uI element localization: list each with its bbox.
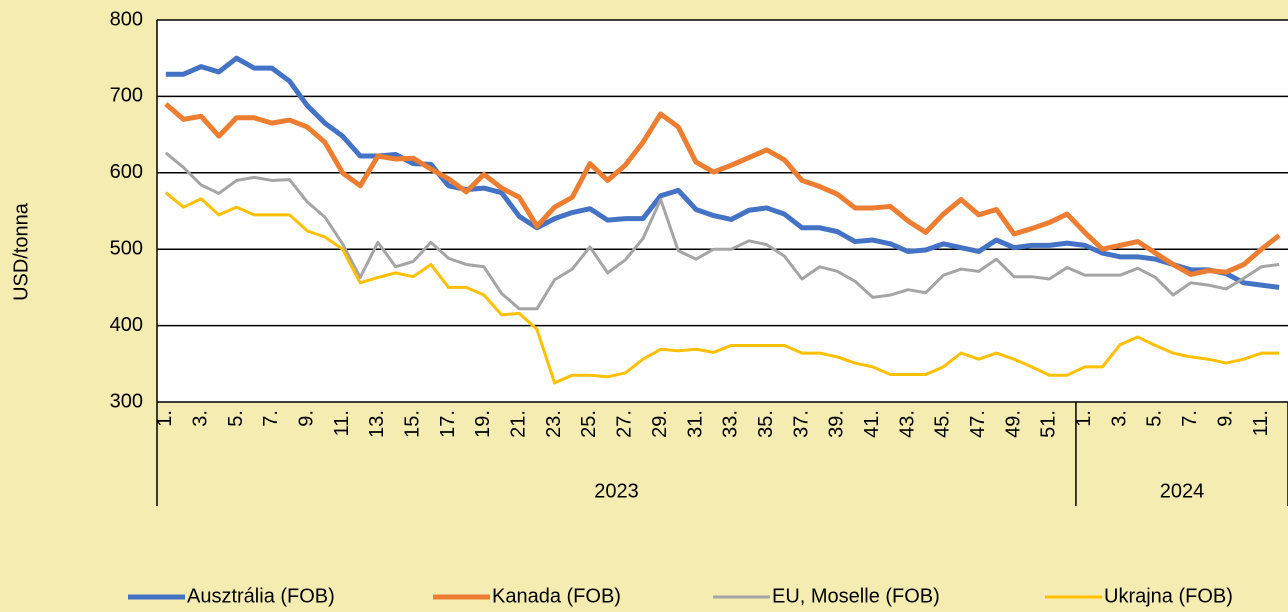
x-tick-label: 9.: [295, 410, 317, 427]
x-tick-label: 7.: [1179, 410, 1201, 427]
x-tick-label: 1.: [1073, 410, 1095, 427]
x-tick-label: 11.: [1250, 410, 1272, 436]
y-tick-label: 800: [110, 8, 143, 30]
x-tick-label: 41.: [861, 410, 883, 438]
x-tick-label: 29.: [649, 410, 671, 438]
x-tick-label: 11.: [331, 410, 353, 436]
legend-label: Ausztrália (FOB): [187, 585, 335, 607]
x-tick-label: 19.: [472, 410, 494, 438]
y-tick-label: 700: [110, 85, 143, 107]
legend-label: EU, Moselle (FOB): [772, 585, 940, 607]
y-tick-label: 300: [110, 390, 143, 412]
x-tick-label: 43.: [896, 410, 918, 438]
legend-label: Ukrajna (FOB): [1104, 585, 1233, 607]
y-tick-label: 500: [110, 237, 143, 259]
x-tick-label: 27.: [614, 410, 636, 438]
x-tick-label: 3.: [1108, 410, 1130, 427]
series-line: [164, 151, 1280, 311]
x-tick-label: 5.: [225, 410, 247, 427]
group-label: 2023: [594, 480, 639, 502]
x-tick-label: 3.: [189, 410, 211, 427]
x-tick-label: 51.: [1038, 410, 1060, 438]
x-tick-label: 13.: [366, 410, 388, 438]
y-tick-label: 400: [110, 314, 143, 336]
group-label: 2024: [1160, 480, 1205, 502]
x-tick-label: 17.: [437, 410, 459, 438]
x-tick-label: 45.: [932, 410, 954, 438]
x-tick-label: 33.: [720, 410, 742, 438]
legend-label: Kanada (FOB): [492, 585, 621, 607]
y-tick-label: 600: [110, 161, 143, 183]
series-line: [164, 102, 1281, 277]
x-tick-label: 15.: [402, 410, 424, 438]
series-line: [165, 55, 1280, 290]
x-tick-label: 1.: [154, 410, 176, 427]
x-tick-label: 9.: [1214, 410, 1236, 427]
x-tick-label: 21.: [508, 410, 530, 438]
x-tick-label: 37.: [790, 410, 812, 438]
x-tick-label: 47.: [967, 410, 989, 438]
x-tick-label: 31.: [684, 410, 706, 438]
y-axis-label: USD/tonna: [10, 202, 32, 301]
x-tick-label: 39.: [826, 410, 848, 438]
x-tick-label: 7.: [260, 410, 282, 427]
x-tick-label: 25.: [578, 410, 600, 438]
x-tick-label: 5.: [1144, 410, 1166, 427]
x-tick-label: 35.: [755, 410, 777, 438]
x-tick-label: 23.: [543, 410, 565, 438]
series-line: [164, 191, 1280, 385]
plot-area: [157, 20, 1288, 402]
x-tick-label: 49.: [1002, 410, 1024, 438]
